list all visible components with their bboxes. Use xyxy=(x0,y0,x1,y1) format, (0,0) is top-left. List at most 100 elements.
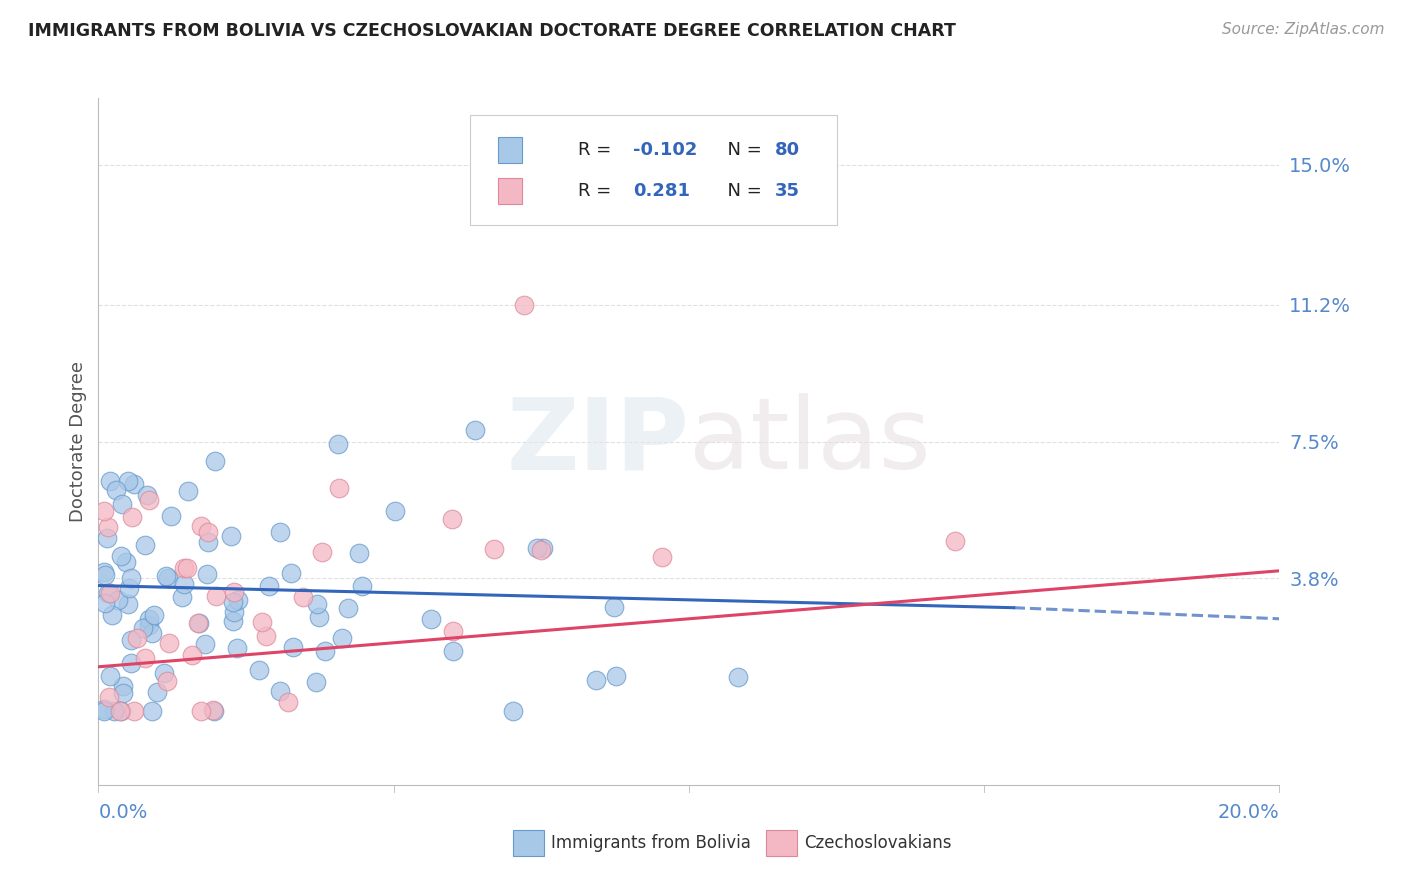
Point xyxy=(97,586,120,600)
Point xyxy=(142,607,165,622)
Text: Czechoslovakians: Czechoslovakians xyxy=(804,834,952,852)
Point xyxy=(603,599,626,614)
Point xyxy=(138,493,160,508)
Point xyxy=(170,591,193,605)
Point xyxy=(257,579,280,593)
Point xyxy=(176,561,198,575)
Point xyxy=(281,640,304,654)
Point xyxy=(97,520,120,534)
Point xyxy=(482,541,505,556)
Point xyxy=(585,673,607,687)
Point xyxy=(98,585,121,599)
Point xyxy=(93,504,115,518)
Point xyxy=(328,481,350,495)
Text: IMMIGRANTS FROM BOLIVIA VS CZECHOSLOVAKIAN DOCTORATE DEGREE CORRELATION CHART: IMMIGRANTS FROM BOLIVIA VS CZECHOSLOVAKI… xyxy=(28,22,956,40)
Point xyxy=(180,648,202,662)
FancyBboxPatch shape xyxy=(498,136,522,162)
Point xyxy=(605,669,627,683)
Point xyxy=(419,612,441,626)
Point xyxy=(120,633,142,648)
Point xyxy=(247,663,270,677)
Point xyxy=(155,569,177,583)
Point xyxy=(117,581,139,595)
Point xyxy=(145,685,167,699)
Point xyxy=(121,510,143,524)
Point xyxy=(352,579,374,593)
Text: 0.281: 0.281 xyxy=(634,182,690,200)
Point xyxy=(226,593,249,607)
Point xyxy=(110,704,132,718)
Point xyxy=(115,555,138,569)
Point xyxy=(98,475,121,489)
Point xyxy=(157,636,180,650)
Point xyxy=(254,629,277,643)
Point xyxy=(138,612,160,626)
Text: R =: R = xyxy=(578,141,617,159)
Point xyxy=(277,694,299,708)
Text: atlas: atlas xyxy=(689,393,931,490)
Point xyxy=(224,606,246,620)
Point xyxy=(269,683,291,698)
Point xyxy=(103,704,125,718)
Point xyxy=(336,600,359,615)
Point xyxy=(531,541,554,556)
Point xyxy=(202,704,225,718)
Point xyxy=(222,614,245,628)
Point xyxy=(152,665,174,680)
Text: Immigrants from Bolivia: Immigrants from Bolivia xyxy=(551,834,751,852)
Text: 35: 35 xyxy=(775,182,800,200)
Point xyxy=(177,484,200,499)
Point xyxy=(330,631,353,645)
Point xyxy=(156,673,179,688)
Point xyxy=(190,704,212,718)
Point xyxy=(120,571,142,585)
Point xyxy=(441,643,464,657)
Point xyxy=(120,657,142,671)
Point xyxy=(292,591,315,605)
Text: 80: 80 xyxy=(775,141,800,159)
FancyBboxPatch shape xyxy=(498,178,522,204)
Point xyxy=(93,704,115,718)
FancyBboxPatch shape xyxy=(471,115,837,225)
Point xyxy=(651,550,673,565)
Point xyxy=(117,597,139,611)
Point xyxy=(512,298,534,312)
Point xyxy=(280,566,302,581)
Point xyxy=(117,475,139,489)
Point xyxy=(122,476,145,491)
Point xyxy=(204,454,226,468)
Point xyxy=(384,504,406,518)
Point xyxy=(222,585,245,599)
Text: N =: N = xyxy=(716,182,768,200)
Point xyxy=(219,529,242,543)
Point xyxy=(134,537,156,551)
Point xyxy=(314,644,336,658)
Point xyxy=(197,524,219,539)
Text: Source: ZipAtlas.com: Source: ZipAtlas.com xyxy=(1222,22,1385,37)
Point xyxy=(222,595,245,609)
Point xyxy=(111,497,134,511)
Point xyxy=(190,519,212,533)
Point xyxy=(188,615,211,630)
Point xyxy=(305,674,328,689)
Point xyxy=(125,631,148,645)
Point xyxy=(105,483,128,497)
Point xyxy=(98,669,121,683)
Point xyxy=(136,488,159,502)
Point xyxy=(173,561,195,575)
Point xyxy=(943,534,966,549)
Point xyxy=(197,535,219,549)
Point xyxy=(93,701,115,715)
Point xyxy=(250,615,273,629)
Point xyxy=(141,625,163,640)
Y-axis label: Doctorate Degree: Doctorate Degree xyxy=(69,361,87,522)
Point xyxy=(308,610,330,624)
Text: 20.0%: 20.0% xyxy=(1218,804,1279,822)
Point xyxy=(112,679,135,693)
Point xyxy=(101,608,124,623)
Point xyxy=(156,571,179,585)
Point xyxy=(107,593,129,607)
Point xyxy=(225,640,247,655)
Point xyxy=(441,512,464,526)
Point xyxy=(112,686,135,700)
